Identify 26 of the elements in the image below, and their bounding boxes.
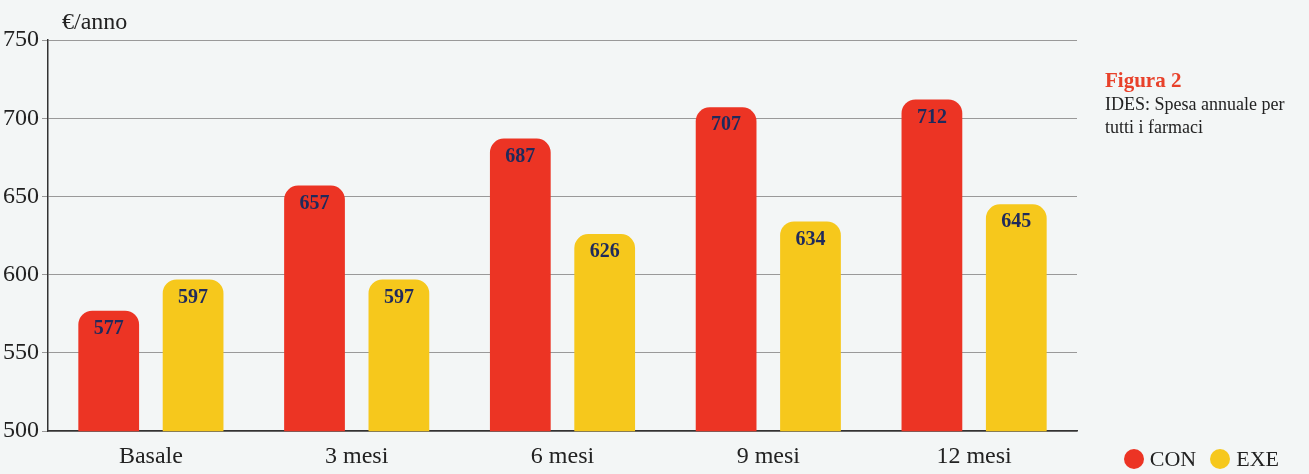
y-tick-label: 600 [3,260,39,287]
data-label: 712 [916,104,947,127]
y-tick-label: 750 [3,25,39,52]
data-label: 634 [795,226,826,249]
text: IDES: Spesa annuale per tutti i farmaci [1105,93,1286,139]
y-tick-label: 650 [3,181,39,208]
x-tick-label: Basale [118,441,183,468]
x-tick-label: 9 mesi [736,441,801,468]
y-tick-label: 500 [3,416,39,443]
data-label: 687 [505,143,536,166]
legend-label: EXE [1236,446,1279,472]
y-axis-title: €/anno [62,8,128,35]
data-label: 707 [711,112,742,135]
x-tick-label: 6 mesi [530,441,595,468]
data-label: 657 [299,190,330,213]
x-tick-label: 3 mesi [325,441,389,468]
y-tick-label: 550 [3,338,39,365]
data-label: 597 [383,284,414,307]
text: Figura 2 [1105,68,1183,93]
x-tick-label: 12 mesi [936,441,1013,468]
data-label: 577 [93,315,124,338]
data-label: 645 [1001,209,1032,232]
y-tick-label: 700 [3,103,39,130]
legend-label: CON [1149,446,1197,472]
data-label: 597 [178,284,209,307]
data-label: 626 [589,239,620,262]
